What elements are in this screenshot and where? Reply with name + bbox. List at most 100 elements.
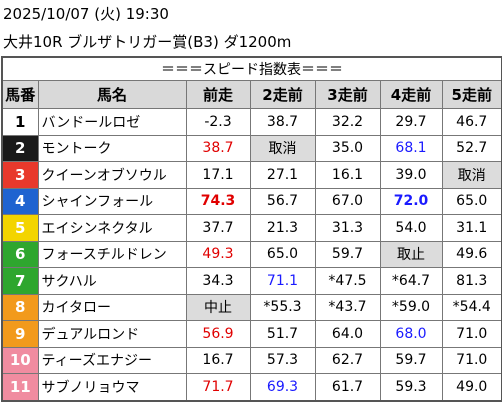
speed-index: 27.1	[249, 161, 316, 189]
speed-index: *47.5	[314, 267, 381, 295]
speed-index: *59.0	[379, 293, 443, 321]
speed-index: 56.9	[185, 320, 251, 348]
speed-index: 65.0	[249, 240, 316, 268]
speed-index: 67.0	[314, 187, 381, 215]
speed-index: -2.3	[185, 108, 251, 136]
header-row: 馬番 馬名 前走 2走前 3走前 4走前 5走前	[1, 80, 502, 109]
speed-index: 49.0	[441, 373, 502, 401]
horse-row: 4 シャインフォール 74.3 56.7 67.0 72.0 65.0	[1, 187, 502, 215]
horse-name: フォースチルドレン	[37, 240, 187, 268]
speed-index: 31.1	[441, 214, 502, 242]
horse-number: 7	[1, 267, 39, 295]
horse-number: 10	[1, 346, 39, 374]
speed-index: 59.7	[314, 240, 381, 268]
speed-index: 49.6	[441, 240, 502, 268]
horse-name: モントーク	[37, 134, 187, 162]
horse-row: 3 クイーンオブソウル 17.1 27.1 16.1 39.0 取消	[1, 161, 502, 189]
speed-index: 59.7	[379, 346, 443, 374]
column-header: 前走	[185, 80, 251, 109]
speed-index: 取消	[249, 134, 316, 162]
speed-index: 29.7	[379, 108, 443, 136]
speed-index: 68.1	[379, 134, 443, 162]
speed-index: 65.0	[441, 187, 502, 215]
race-title: 大井10R ブルザトリガー賞(B3) ダ1200m	[3, 33, 292, 51]
column-header: 4走前	[379, 80, 443, 109]
horse-name: シャインフォール	[37, 187, 187, 215]
horse-row: 9 デュアルロンド 56.9 51.7 64.0 68.0 71.0	[1, 320, 502, 348]
race-datetime: 2025/10/07 (火) 19:30	[3, 5, 169, 23]
horse-row: 7 サクハル 34.3 71.1 *47.5 *64.7 81.3	[1, 267, 502, 295]
speed-index: 16.1	[314, 161, 381, 189]
speed-index: 81.3	[441, 267, 502, 295]
speed-index: 38.7	[249, 108, 316, 136]
speed-index: 51.7	[249, 320, 316, 348]
speed-index: 61.7	[314, 373, 381, 401]
speed-index: 71.0	[441, 346, 502, 374]
horse-number: 4	[1, 187, 39, 215]
speed-index: *64.7	[379, 267, 443, 295]
horse-row: 5 エイシンネクタル 37.7 21.3 31.3 54.0 31.1	[1, 214, 502, 242]
horse-row: 11 サブノリョウマ 71.7 69.3 61.7 59.3 49.0	[1, 373, 502, 401]
horse-name: ティーズエナジー	[37, 346, 187, 374]
speed-index: 71.0	[441, 320, 502, 348]
horse-row: 1 バンドールロゼ -2.3 38.7 32.2 29.7 46.7	[1, 108, 502, 136]
speed-index: 59.3	[379, 373, 443, 401]
column-header: 馬名	[37, 80, 187, 109]
speed-index: 54.0	[379, 214, 443, 242]
speed-index: 32.2	[314, 108, 381, 136]
horse-name: クイーンオブソウル	[37, 161, 187, 189]
table-title: ＝＝＝スピード指数表＝＝＝	[1, 56, 502, 81]
speed-index: 68.0	[379, 320, 443, 348]
speed-index: 71.7	[185, 373, 251, 401]
horse-number: 9	[1, 320, 39, 348]
speed-index-table: ＝＝＝スピード指数表＝＝＝ 馬番 馬名 前走 2走前 3走前 4走前 5走前 1 バンドールロゼ…	[1, 56, 502, 402]
speed-index: 取消	[441, 161, 502, 189]
speed-index: 49.3	[185, 240, 251, 268]
speed-index: 17.1	[185, 161, 251, 189]
speed-index: 56.7	[249, 187, 316, 215]
horse-number: 1	[1, 108, 39, 136]
horse-row: 8 カイタロー 中止 *55.3 *43.7 *59.0 *54.4	[1, 293, 502, 321]
horse-name: バンドールロゼ	[37, 108, 187, 136]
horse-name: サブノリョウマ	[37, 373, 187, 401]
horse-number: 8	[1, 293, 39, 321]
speed-index: 52.7	[441, 134, 502, 162]
speed-index: 64.0	[314, 320, 381, 348]
column-header: 3走前	[314, 80, 381, 109]
horse-number: 3	[1, 161, 39, 189]
column-header: 5走前	[441, 80, 502, 109]
speed-index: 中止	[185, 293, 251, 321]
speed-index: 71.1	[249, 267, 316, 295]
horse-row: 2 モントーク 38.7 取消 35.0 68.1 52.7	[1, 134, 502, 162]
speed-index: 21.3	[249, 214, 316, 242]
speed-index: 16.7	[185, 346, 251, 374]
horse-number: 11	[1, 373, 39, 401]
horse-number: 5	[1, 214, 39, 242]
column-header: 2走前	[249, 80, 316, 109]
horse-name: デュアルロンド	[37, 320, 187, 348]
horse-name: エイシンネクタル	[37, 214, 187, 242]
horse-row: 10 ティーズエナジー 16.7 57.3 62.7 59.7 71.0	[1, 346, 502, 374]
speed-index: 37.7	[185, 214, 251, 242]
horse-number: 2	[1, 134, 39, 162]
speed-index: 39.0	[379, 161, 443, 189]
speed-index: 35.0	[314, 134, 381, 162]
speed-index: 62.7	[314, 346, 381, 374]
horse-name: サクハル	[37, 267, 187, 295]
speed-index: 69.3	[249, 373, 316, 401]
speed-index: *43.7	[314, 293, 381, 321]
speed-index: 取止	[379, 240, 443, 268]
horse-number: 6	[1, 240, 39, 268]
speed-index: 34.3	[185, 267, 251, 295]
speed-index: 38.7	[185, 134, 251, 162]
title-row: ＝＝＝スピード指数表＝＝＝	[1, 56, 502, 81]
speed-index: 72.0	[379, 187, 443, 215]
speed-index: 57.3	[249, 346, 316, 374]
horse-row: 6 フォースチルドレン 49.3 65.0 59.7 取止 49.6	[1, 240, 502, 268]
speed-index: *55.3	[249, 293, 316, 321]
horse-name: カイタロー	[37, 293, 187, 321]
column-header: 馬番	[1, 80, 39, 109]
speed-index: 74.3	[185, 187, 251, 215]
speed-index: *54.4	[441, 293, 502, 321]
